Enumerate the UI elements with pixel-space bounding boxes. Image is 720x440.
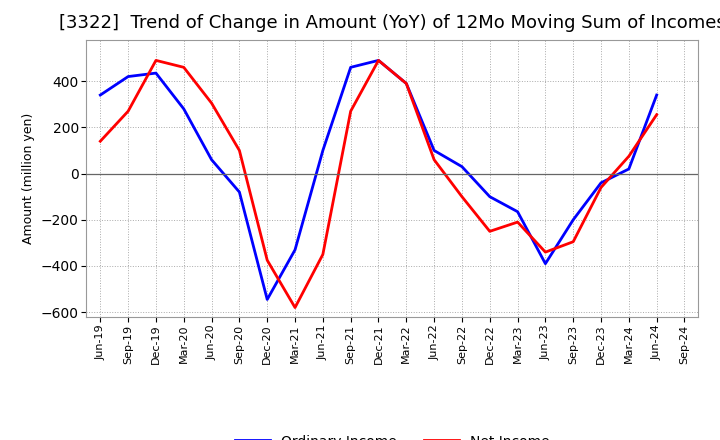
Net Income — [291, 305, 300, 310]
Net Income — [569, 239, 577, 244]
Net Income — [207, 100, 216, 106]
Net Income — [652, 112, 661, 117]
Net Income — [374, 58, 383, 63]
Ordinary Income — [402, 81, 410, 86]
Ordinary Income — [485, 194, 494, 199]
Ordinary Income — [152, 70, 161, 76]
Ordinary Income — [597, 180, 606, 185]
Net Income — [124, 109, 132, 114]
Net Income — [485, 229, 494, 234]
Net Income — [458, 194, 467, 199]
Ordinary Income — [569, 217, 577, 222]
Ordinary Income — [263, 297, 271, 302]
Ordinary Income — [624, 166, 633, 172]
Net Income — [152, 58, 161, 63]
Ordinary Income — [124, 74, 132, 79]
Legend: Ordinary Income, Net Income: Ordinary Income, Net Income — [230, 429, 555, 440]
Net Income — [96, 139, 104, 144]
Ordinary Income — [207, 157, 216, 162]
Ordinary Income — [318, 148, 327, 153]
Ordinary Income — [235, 189, 243, 194]
Y-axis label: Amount (million yen): Amount (million yen) — [22, 113, 35, 244]
Net Income — [541, 249, 550, 255]
Net Income — [402, 81, 410, 86]
Ordinary Income — [513, 209, 522, 214]
Net Income — [318, 252, 327, 257]
Title: [3322]  Trend of Change in Amount (YoY) of 12Mo Moving Sum of Incomes: [3322] Trend of Change in Amount (YoY) o… — [59, 15, 720, 33]
Ordinary Income — [458, 164, 467, 169]
Net Income — [597, 185, 606, 190]
Ordinary Income — [430, 148, 438, 153]
Ordinary Income — [374, 58, 383, 63]
Net Income — [430, 157, 438, 162]
Ordinary Income — [96, 92, 104, 98]
Ordinary Income — [541, 261, 550, 266]
Net Income — [235, 148, 243, 153]
Ordinary Income — [179, 106, 188, 111]
Net Income — [179, 65, 188, 70]
Ordinary Income — [652, 92, 661, 98]
Ordinary Income — [346, 65, 355, 70]
Ordinary Income — [291, 247, 300, 253]
Net Income — [513, 220, 522, 225]
Net Income — [624, 154, 633, 159]
Net Income — [263, 257, 271, 263]
Net Income — [346, 109, 355, 114]
Line: Net Income: Net Income — [100, 60, 657, 308]
Line: Ordinary Income: Ordinary Income — [100, 60, 657, 300]
